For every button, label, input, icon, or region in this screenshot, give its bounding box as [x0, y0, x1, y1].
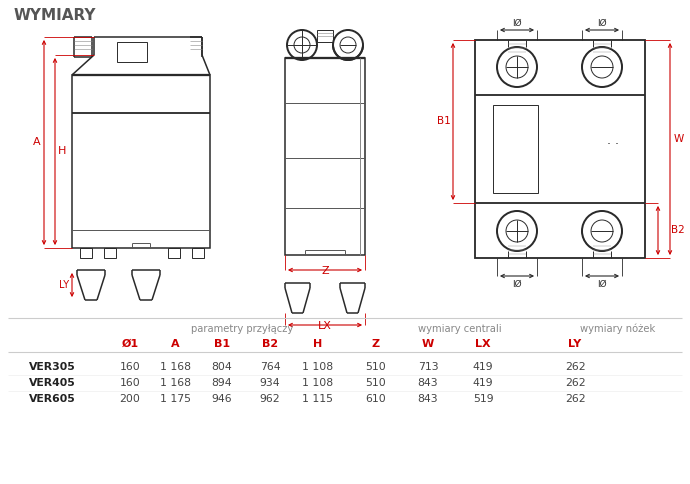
Text: 610: 610 [366, 394, 386, 404]
Text: 419: 419 [473, 378, 493, 388]
Text: 1 168: 1 168 [159, 362, 190, 372]
Text: 934: 934 [259, 378, 280, 388]
Text: lØ: lØ [512, 279, 522, 288]
Text: 262: 262 [564, 362, 585, 372]
Text: 510: 510 [366, 362, 386, 372]
Text: 962: 962 [259, 394, 280, 404]
Text: 1 115: 1 115 [302, 394, 333, 404]
Text: · ·: · · [607, 137, 619, 151]
Text: H: H [313, 339, 323, 349]
Text: VER605: VER605 [28, 394, 75, 404]
Text: 262: 262 [564, 394, 585, 404]
Text: LX: LX [318, 321, 332, 331]
Text: lØ: lØ [597, 279, 607, 288]
Text: H: H [58, 146, 66, 156]
Text: B1: B1 [214, 339, 230, 349]
Text: 262: 262 [564, 378, 585, 388]
Text: 419: 419 [473, 362, 493, 372]
Text: 843: 843 [417, 394, 438, 404]
Text: A: A [33, 137, 41, 147]
Text: 804: 804 [212, 362, 233, 372]
Text: W: W [422, 339, 434, 349]
Text: W: W [674, 134, 684, 144]
Text: 1 175: 1 175 [159, 394, 190, 404]
Text: Ø1: Ø1 [121, 339, 139, 349]
Text: 1 168: 1 168 [159, 378, 190, 388]
Bar [80, 248, 92, 258]
Text: LY: LY [569, 339, 582, 349]
Text: 1 108: 1 108 [302, 362, 333, 372]
Bar [192, 248, 204, 258]
Text: 160: 160 [119, 362, 140, 372]
Bar [72, 75, 210, 248]
Text: 946: 946 [212, 394, 233, 404]
Text: parametry przyłączy: parametry przyłączy [191, 324, 293, 334]
Text: B1: B1 [437, 116, 451, 126]
Text: 200: 200 [119, 394, 141, 404]
Bar [317, 30, 333, 42]
Bar [285, 58, 365, 255]
Text: Z: Z [321, 266, 329, 276]
Text: LY: LY [59, 280, 69, 290]
Text: B2: B2 [671, 225, 685, 235]
Text: Z: Z [372, 339, 380, 349]
Bar [104, 248, 116, 258]
Bar [168, 248, 180, 258]
Text: 510: 510 [366, 378, 386, 388]
Text: lØ: lØ [512, 18, 522, 28]
Text: WYMIARY: WYMIARY [14, 8, 97, 23]
Bar [493, 105, 538, 193]
Text: VER305: VER305 [28, 362, 75, 372]
Text: 713: 713 [417, 362, 438, 372]
Text: 894: 894 [212, 378, 233, 388]
Bar [475, 40, 645, 258]
Text: 843: 843 [417, 378, 438, 388]
Text: LX: LX [475, 339, 491, 349]
Text: 160: 160 [119, 378, 140, 388]
Text: wymiary nóżek: wymiary nóżek [580, 324, 656, 334]
Text: 1 108: 1 108 [302, 378, 333, 388]
Text: VER405: VER405 [28, 378, 75, 388]
Text: A: A [170, 339, 179, 349]
Text: 519: 519 [473, 394, 493, 404]
Text: wymiary centrali: wymiary centrali [418, 324, 502, 334]
Text: 764: 764 [259, 362, 280, 372]
Text: B2: B2 [262, 339, 278, 349]
Text: lØ: lØ [597, 18, 607, 28]
Bar [117, 42, 147, 62]
